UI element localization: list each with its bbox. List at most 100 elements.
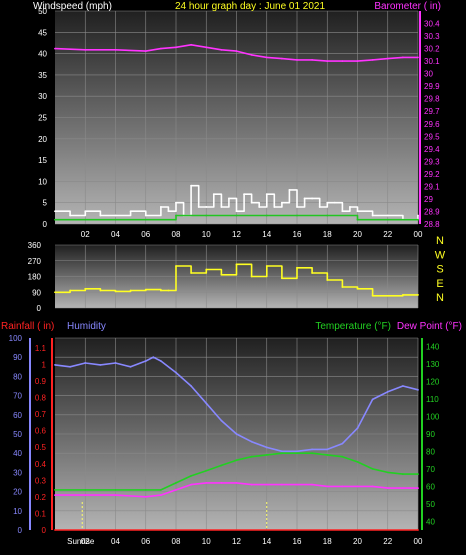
windspeed-line-point — [326, 201, 329, 204]
wind-direction-line-point — [371, 294, 374, 297]
windspeed-line-point — [114, 214, 117, 217]
barometer-line-point — [205, 46, 208, 49]
windspeed-line-point — [190, 184, 193, 187]
y-tick-label: 15 — [38, 156, 47, 165]
humidity-tick-label: 90 — [13, 353, 22, 362]
humidity-line — [54, 356, 419, 453]
y2-tick-label: 28.8 — [424, 220, 440, 229]
y2-tick-label: 30.2 — [424, 45, 440, 54]
windspeed-line-point — [288, 189, 291, 191]
barometer-line-point — [114, 48, 117, 51]
y2-tick-label: 30.4 — [424, 20, 440, 29]
windspeed-line-point — [318, 206, 321, 208]
rainfall-line-point — [417, 529, 419, 531]
humidity-line-point — [356, 427, 359, 430]
windspeed-line-point — [205, 206, 208, 208]
humidity-tick-label: 10 — [13, 507, 22, 516]
x-tick-label: 04 — [111, 537, 120, 546]
barometer-line-point — [371, 58, 374, 61]
rain-tick-label: 0.7 — [35, 410, 47, 419]
barometer-line-point — [280, 57, 283, 60]
y2-tick-label: 29.3 — [424, 157, 440, 166]
windspeed-line-point — [175, 201, 177, 204]
windspeed-line-point — [265, 193, 268, 196]
humidity-line-point — [401, 385, 404, 387]
y-tick-label: 270 — [28, 257, 42, 266]
temperature-line-point — [265, 454, 268, 456]
humidity-line-point — [54, 363, 56, 366]
wind-direction-line-point — [167, 289, 170, 292]
y2-tick-label: 29.9 — [424, 82, 440, 91]
temperature-tick-label: 90 — [426, 430, 435, 439]
windspeed-line-point — [303, 197, 306, 200]
wind-direction-line-point — [99, 289, 102, 292]
y2-tick-label: 29.7 — [424, 107, 440, 116]
rain-tick-label: 0 — [42, 526, 47, 535]
compass-label: N — [436, 235, 444, 247]
humidity-line-point — [311, 448, 314, 451]
temperature-line-point — [401, 473, 404, 476]
humidity-line-point — [250, 440, 253, 443]
dewpoint-line-point — [175, 488, 177, 491]
wind-direction-line-point — [311, 272, 314, 274]
dewpoint-line-point — [250, 483, 253, 486]
temperature-tick-label: 50 — [426, 500, 435, 509]
x-tick-label: 00 — [414, 537, 423, 546]
wind-direction-line-point — [401, 293, 404, 296]
x-tick-label: 16 — [293, 230, 302, 239]
barometer-line-point — [159, 47, 162, 50]
barometer-line-point — [54, 47, 56, 50]
windspeed-line-point — [167, 210, 170, 213]
y-tick-label: 360 — [28, 241, 42, 250]
rainfall-axis-title: Rainfall ( in) — [1, 321, 54, 332]
barometer-line-point — [311, 58, 314, 61]
temperature-line-point — [54, 488, 56, 491]
windspeed-line-point — [144, 214, 147, 217]
humidity-line-point — [220, 419, 223, 422]
y2-tick-label: 29.5 — [424, 132, 440, 141]
barometer-line-point — [401, 56, 404, 59]
humidity-tick-label: 20 — [13, 488, 22, 497]
windspeed-line-point — [212, 193, 215, 196]
barometer-line — [54, 44, 418, 62]
temperature-line-point — [175, 481, 177, 484]
y-tick-label: 45 — [38, 28, 47, 37]
windspeed-line-point — [349, 206, 351, 208]
dewpoint-line-point — [326, 485, 329, 488]
humidity-line-point — [159, 360, 162, 362]
x-tick-label: 18 — [323, 230, 332, 239]
y-tick-label: 25 — [38, 114, 47, 123]
rain-tick-label: 0.6 — [35, 427, 47, 436]
humidity-tick-label: 100 — [9, 334, 23, 343]
windspeed-line — [55, 184, 419, 221]
humidity-tick-label: 60 — [13, 411, 22, 420]
barometer-line-point — [190, 43, 193, 46]
wind-direction-line-point — [356, 287, 359, 290]
dewpoint-line-point — [401, 487, 404, 490]
wind-average-line-point — [265, 214, 268, 217]
windspeed-line-point — [386, 214, 389, 217]
temperature-line — [55, 452, 418, 491]
x-tick-label: 08 — [172, 230, 181, 239]
dewpoint-line-point — [159, 494, 162, 496]
compass-label: N — [436, 292, 444, 304]
windspeed-line-point — [356, 210, 359, 213]
x-tick-label: 04 — [111, 230, 120, 239]
compass-label: W — [435, 249, 446, 261]
humidity-line-point — [341, 442, 344, 445]
x-tick-label: 22 — [383, 537, 392, 546]
wind-average-line-point — [205, 214, 208, 217]
humidity-line-point — [326, 448, 329, 451]
wind-direction-line-point — [84, 287, 87, 290]
wind-average-line-point — [84, 218, 87, 221]
humidity-line-point — [175, 371, 177, 374]
humidity-line-point — [417, 388, 419, 391]
temperature-line-point — [386, 471, 389, 474]
temperature-tick-label: 100 — [426, 413, 440, 422]
barometer-line-point — [250, 53, 253, 56]
barometer-axis-title: Barometer ( in) — [374, 1, 441, 12]
humidity-line-point — [152, 356, 155, 359]
rain-tick-label: 0.2 — [35, 493, 47, 502]
temperature-line-point — [296, 452, 298, 455]
